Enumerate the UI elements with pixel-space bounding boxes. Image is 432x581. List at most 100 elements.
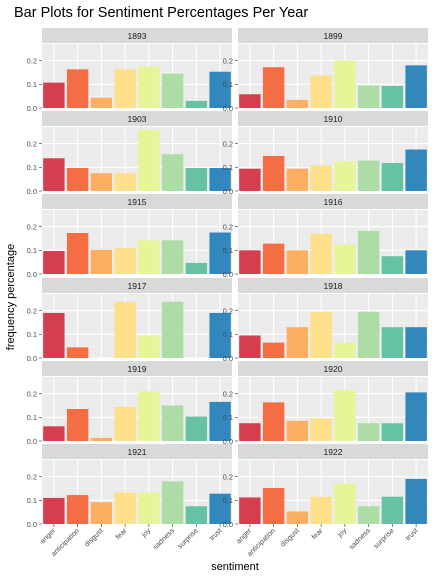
bar-joy xyxy=(334,161,356,191)
panel-strip-label: 1893 xyxy=(128,31,147,41)
bar-disgust xyxy=(286,250,309,274)
panel-strip-label: 1920 xyxy=(324,364,343,374)
bar-surprise xyxy=(381,327,404,358)
bar-joy xyxy=(138,129,160,191)
y-tick-label: 0.2 xyxy=(223,56,233,65)
bar-trust xyxy=(405,149,427,191)
bar-joy xyxy=(138,335,160,358)
y-tick-label: 0.1 xyxy=(27,80,37,89)
bar-sadness xyxy=(357,230,380,274)
bar-sadness xyxy=(357,506,380,524)
bar-trust xyxy=(405,392,427,441)
bar-anger xyxy=(239,423,261,441)
bar-fear xyxy=(114,301,136,358)
panel-1910: 1910 0.0 0.1 0.2 xyxy=(223,111,428,196)
x-tick-label: joy xyxy=(335,526,349,540)
bar-sadness xyxy=(357,85,380,108)
x-tick-label: disgust xyxy=(278,526,300,548)
bar-anger xyxy=(239,250,261,274)
panel-strip xyxy=(42,444,232,459)
bar-sadness xyxy=(161,481,184,524)
bar-fear xyxy=(114,406,136,441)
panel-strip xyxy=(238,361,428,376)
bar-disgust xyxy=(286,99,309,108)
panel-strip-label: 1915 xyxy=(128,197,147,207)
bar-anger xyxy=(239,168,261,191)
bar-trust xyxy=(209,232,231,274)
bar-anticipation xyxy=(66,495,89,524)
panel-strip xyxy=(238,278,428,293)
bar-anger xyxy=(43,312,65,358)
y-tick-label: 0.0 xyxy=(223,104,233,113)
panel-strip-label: 1903 xyxy=(128,114,147,124)
bar-trust xyxy=(209,401,231,441)
x-tick-label: fear xyxy=(309,526,325,542)
bar-joy xyxy=(334,244,356,274)
bar-disgust xyxy=(286,511,309,524)
bar-joy xyxy=(138,391,160,441)
bar-disgust xyxy=(90,249,113,274)
x-axis-title: sentiment xyxy=(211,561,259,573)
x-tick-label: trust xyxy=(207,526,223,542)
bar-surprise xyxy=(381,85,404,108)
bar-fear xyxy=(310,311,332,358)
y-tick-label: 0.0 xyxy=(27,104,37,113)
bar-joy xyxy=(334,342,356,358)
y-tick-label: 0.1 xyxy=(27,496,37,505)
panel-1920: 1920 0.0 0.1 0.2 xyxy=(223,361,428,446)
bar-joy xyxy=(334,483,356,524)
y-tick-label: 0.2 xyxy=(223,139,233,148)
x-tick-label: surprise xyxy=(371,526,395,550)
x-tick-label: sadness xyxy=(151,526,177,552)
bar-surprise xyxy=(185,100,208,108)
bar-trust xyxy=(209,168,231,191)
bar-anticipation xyxy=(262,67,285,108)
panel-strip xyxy=(42,278,232,293)
bar-trust xyxy=(405,327,427,358)
y-tick-label: 0.0 xyxy=(223,187,233,196)
bar-anticipation xyxy=(262,487,285,524)
bar-anger xyxy=(43,82,65,108)
y-tick-label: 0.0 xyxy=(27,437,37,446)
bar-anticipation xyxy=(66,409,89,441)
panel-strip xyxy=(238,444,428,459)
x-tick-label: trust xyxy=(403,526,419,542)
panel-1921: 1921 0.0 0.1 0.2 xyxy=(27,444,232,529)
bar-anger xyxy=(43,497,65,524)
panel-1916: 1916 0.0 0.1 0.2 xyxy=(223,194,428,279)
bar-trust xyxy=(405,250,427,274)
panel-strip xyxy=(238,194,428,209)
panel-1917: 1917 0.0 0.1 0.2 xyxy=(27,278,232,363)
panel-1922: 1922 0.0 0.1 0.2 xyxy=(223,444,428,529)
bar-anticipation xyxy=(66,232,89,274)
bar-fear xyxy=(310,233,332,274)
panel-strip xyxy=(42,361,232,376)
bar-sadness xyxy=(357,311,380,358)
bar-anticipation xyxy=(262,402,285,441)
bar-joy xyxy=(138,66,160,108)
bar-anticipation xyxy=(262,342,285,358)
bar-disgust xyxy=(286,168,309,191)
y-tick-label: 0.1 xyxy=(223,80,233,89)
bar-surprise xyxy=(381,256,404,274)
bar-surprise xyxy=(381,496,404,524)
bar-disgust xyxy=(90,502,113,524)
bar-anger xyxy=(43,251,65,274)
y-tick-label: 0.2 xyxy=(27,139,37,148)
y-tick-label: 0.2 xyxy=(223,222,233,231)
y-tick-label: 0.0 xyxy=(223,270,233,279)
y-tick-label: 0.2 xyxy=(27,389,37,398)
y-tick-label: 0.2 xyxy=(223,306,233,315)
y-tick-label: 0.1 xyxy=(223,246,233,255)
bar-fear xyxy=(310,418,332,441)
y-tick-label: 0.0 xyxy=(27,520,37,529)
bar-disgust xyxy=(286,327,309,358)
panel-1899: 1899 0.0 0.1 0.2 xyxy=(223,28,428,113)
bar-anticipation xyxy=(262,155,285,191)
y-tick-label: 0.0 xyxy=(223,354,233,363)
y-tick-label: 0.1 xyxy=(223,413,233,422)
y-tick-label: 0.0 xyxy=(27,270,37,279)
x-tick-label: sadness xyxy=(347,526,373,552)
bar-trust xyxy=(405,65,427,108)
panel-strip xyxy=(42,111,232,126)
